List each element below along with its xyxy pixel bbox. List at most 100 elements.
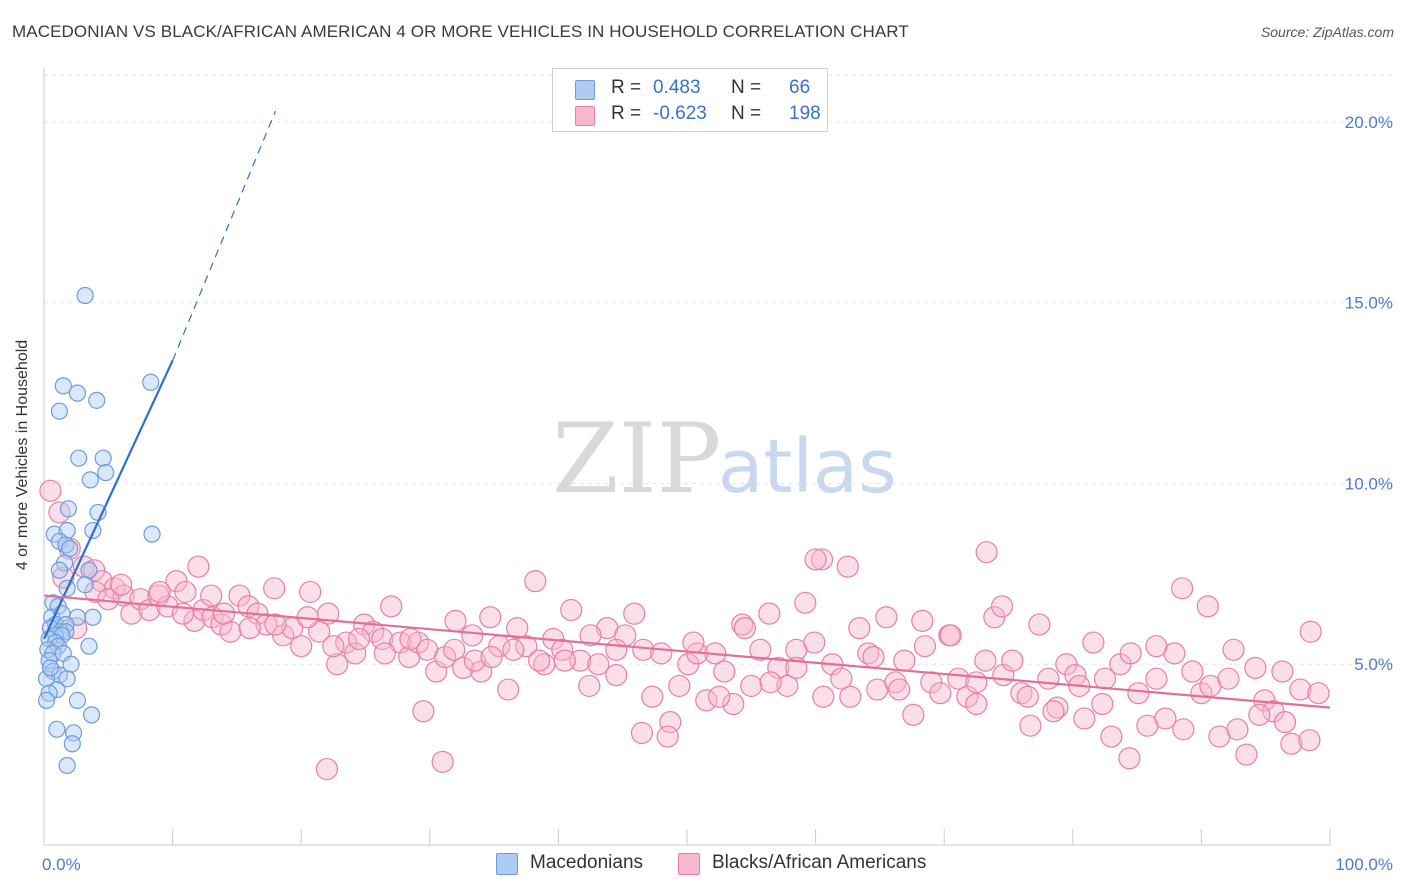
data-point — [315, 757, 339, 781]
data-point — [308, 620, 331, 643]
data-point — [48, 501, 71, 524]
data-point — [1082, 631, 1105, 654]
data-point — [76, 576, 94, 594]
axes — [43, 68, 1331, 846]
data-point — [1010, 682, 1033, 705]
data-point — [362, 620, 385, 643]
data-point — [54, 377, 72, 395]
data-point — [587, 653, 610, 676]
data-point — [553, 649, 576, 672]
data-point — [803, 631, 826, 654]
data-point — [1190, 682, 1213, 705]
legend-swatch-blacks — [575, 106, 595, 126]
data-point — [623, 602, 646, 625]
data-point — [812, 685, 835, 708]
data-point — [911, 609, 934, 632]
data-point — [830, 667, 853, 690]
data-point — [632, 638, 655, 661]
data-point — [110, 573, 133, 596]
legend-r-label: R = — [611, 103, 642, 124]
grid-lines — [44, 74, 1392, 665]
series-macedonians — [37, 286, 161, 775]
legend-r-value: -0.623 — [653, 103, 707, 124]
data-point — [63, 735, 81, 753]
data-point — [758, 602, 781, 625]
watermark: ZIP atlas — [552, 403, 897, 515]
data-point — [1280, 732, 1303, 755]
data-point — [82, 706, 101, 724]
data-point — [50, 402, 69, 420]
data-point — [1154, 707, 1177, 730]
data-point — [238, 616, 261, 640]
data-point — [452, 656, 475, 679]
data-point — [515, 635, 538, 658]
data-point — [1196, 595, 1219, 618]
data-point — [84, 521, 102, 540]
data-point — [929, 682, 952, 705]
data-point — [630, 721, 654, 745]
data-point — [68, 691, 87, 709]
data-point — [695, 689, 718, 712]
data-point — [569, 649, 592, 672]
data-point — [740, 674, 763, 698]
data-point — [399, 627, 422, 651]
data-point — [64, 724, 83, 742]
data-point — [497, 678, 520, 701]
data-point — [776, 674, 799, 698]
legend-n-value: 66 — [789, 77, 811, 98]
data-point — [862, 645, 885, 669]
data-point — [84, 580, 107, 604]
data-point — [434, 645, 457, 669]
data-point — [61, 539, 79, 558]
data-point — [1181, 660, 1204, 683]
data-point — [290, 635, 313, 658]
bottom-legend-label: Blacks/African Americans — [712, 852, 927, 873]
data-point — [39, 479, 62, 502]
legend-n-label: N = — [731, 103, 762, 124]
data-point — [1019, 714, 1042, 737]
data-point — [1299, 620, 1322, 643]
data-point — [975, 541, 998, 564]
data-point — [731, 613, 754, 636]
data-point — [59, 500, 78, 518]
watermark-zip: ZIP — [552, 403, 721, 515]
data-point — [1222, 638, 1245, 661]
y-tick-label: 15.0% — [1345, 294, 1393, 313]
data-point — [551, 638, 574, 661]
data-point — [1119, 642, 1142, 665]
data-point — [1091, 692, 1114, 716]
data-point — [560, 598, 583, 622]
trend-line-macedonians-extension — [172, 110, 277, 361]
data-point — [1271, 660, 1294, 683]
data-point — [1244, 656, 1267, 679]
data-point — [1016, 685, 1039, 708]
data-point — [990, 595, 1014, 618]
data-point — [88, 391, 106, 409]
data-point — [767, 656, 790, 679]
data-point — [722, 692, 745, 716]
data-point — [502, 638, 525, 661]
correlation-legend: R = 0.483 N = 66 R = -0.623 N = 198 — [552, 68, 828, 132]
data-point — [444, 609, 467, 632]
data-point — [264, 613, 287, 636]
data-point — [461, 624, 484, 647]
data-point — [1046, 696, 1069, 719]
bottom-legend-swatch — [496, 853, 518, 875]
data-point — [839, 685, 862, 708]
data-point — [965, 692, 988, 716]
data-point — [713, 660, 736, 683]
data-point — [68, 384, 87, 402]
x-tick-label-max: 100.0% — [1335, 855, 1393, 874]
data-point — [605, 663, 628, 687]
data-point — [848, 616, 871, 640]
data-point — [53, 626, 71, 644]
data-point — [58, 670, 76, 688]
data-point — [1289, 678, 1312, 701]
data-point — [983, 606, 1006, 629]
data-point — [902, 703, 925, 726]
data-point — [1037, 667, 1060, 690]
data-point — [893, 649, 916, 672]
data-point — [212, 602, 236, 625]
data-point — [347, 627, 371, 651]
data-point — [1127, 682, 1150, 705]
